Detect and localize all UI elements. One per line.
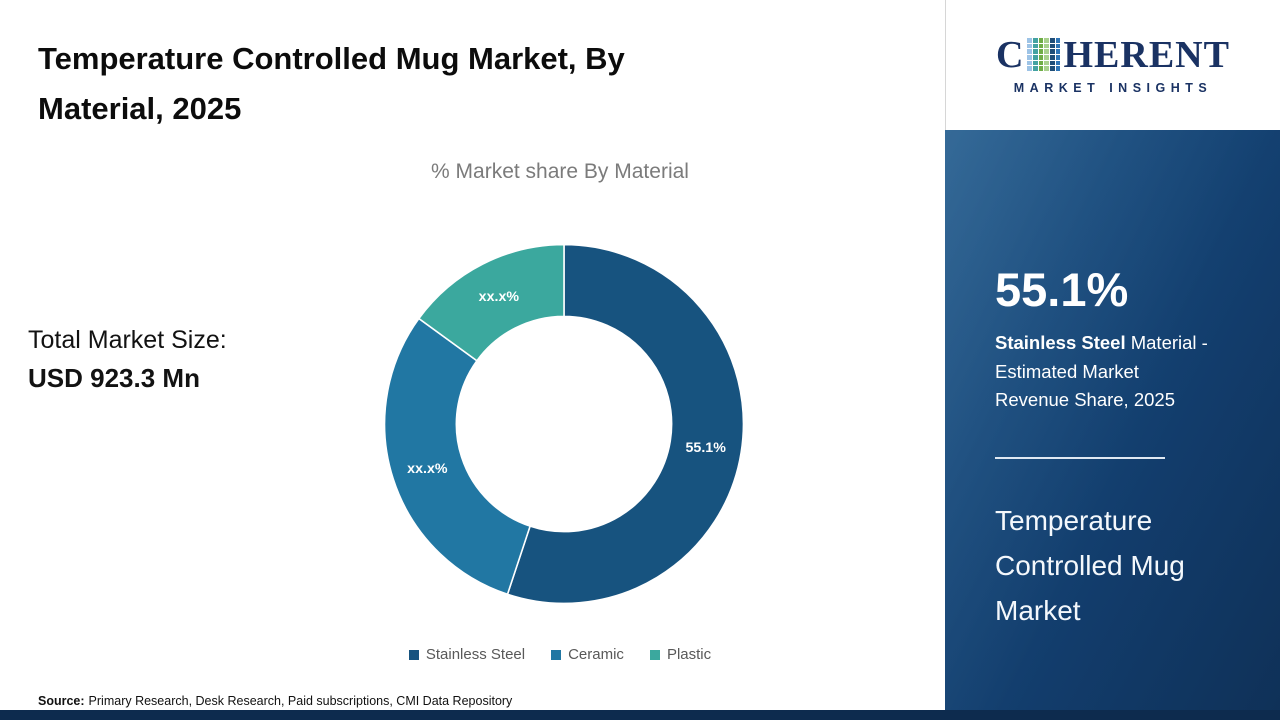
bottom-accent-bar xyxy=(0,710,1280,720)
logo-mosaic-cell xyxy=(1038,43,1044,49)
donut-segment-label: xx.x% xyxy=(479,289,520,305)
total-market-size-value: USD 923.3 Mn xyxy=(28,363,200,393)
logo-mosaic-cell xyxy=(1033,60,1038,66)
logo-mosaic-cell xyxy=(1055,54,1061,60)
legend-label: Stainless Steel xyxy=(425,646,526,663)
page-title-line: Temperature Controlled Mug Market, By xyxy=(38,41,625,76)
logo-mosaic-cell xyxy=(1038,60,1044,66)
logo-mosaic-cell xyxy=(1044,49,1050,54)
logo-mosaic-cell xyxy=(1027,38,1033,43)
source-label: Source: xyxy=(38,694,85,708)
legend-item: Stainless Steel xyxy=(408,646,526,663)
total-market-size-label: Total Market Size: xyxy=(28,326,227,354)
highlight-stat-description: Stainless Steel Material - Estimated Mar… xyxy=(995,329,1245,415)
logo-mosaic-cell xyxy=(1044,38,1050,43)
source-line: Source: Primary Research, Desk Research, … xyxy=(38,694,512,708)
logo-mosaic-cell xyxy=(1033,38,1038,43)
legend-label: Plastic xyxy=(666,646,712,663)
donut-segment-plastic xyxy=(417,243,565,362)
logo-letter-c: C xyxy=(996,33,1025,76)
logo-mosaic-cell xyxy=(1038,66,1044,71)
legend-item: Plastic xyxy=(649,646,712,663)
donut-chart: 55.1% xx.x% xx.x% xyxy=(383,243,745,605)
logo-mosaic-cell xyxy=(1055,38,1061,43)
logo-mosaic-cell xyxy=(1033,49,1038,54)
logo-wordmark: C HERENT xyxy=(996,36,1230,74)
stat-desc-line: Estimated Market xyxy=(995,360,1139,382)
donut-segment-label: 55.1% xyxy=(686,440,727,456)
logo-mosaic-cell xyxy=(1055,66,1061,71)
stat-desc-rest: Material - xyxy=(1125,332,1208,353)
logo-mosaic-cell xyxy=(1027,66,1033,71)
page-title: Temperature Controlled Mug Market, By Ma… xyxy=(38,34,818,133)
legend-label: Ceramic xyxy=(568,646,624,663)
donut-segment-ceramic xyxy=(383,317,532,596)
page-title-line: Material, 2025 xyxy=(38,90,242,126)
logo-mosaic-cell xyxy=(1033,54,1038,60)
highlight-side-panel: 55.1% Stainless Steel Material - Estimat… xyxy=(945,130,1280,710)
logo-mosaic-o-icon xyxy=(1027,38,1061,71)
logo-mosaic-cell xyxy=(1044,60,1050,66)
brand-logo: C HERENT MARKET INSIGHTS xyxy=(945,0,1280,130)
donut-segment-stainless-steel xyxy=(506,243,745,605)
stat-desc-line: Revenue Share, 2025 xyxy=(995,389,1175,411)
logo-mosaic-cell xyxy=(1050,54,1055,60)
logo-mosaic-cell xyxy=(1050,60,1055,66)
panel-divider xyxy=(995,457,1165,460)
logo-mosaic-cell xyxy=(1050,43,1055,49)
logo-mosaic-cell xyxy=(1050,66,1055,71)
logo-mosaic-cell xyxy=(1044,54,1050,60)
market-name: Temperature Controlled Mug Market xyxy=(995,499,1245,633)
highlight-stat-value: 55.1% xyxy=(995,263,1129,316)
logo-mosaic-cell xyxy=(1055,49,1061,54)
logo-mosaic-cell xyxy=(1033,66,1038,71)
legend-swatch-icon xyxy=(649,649,660,660)
legend-item: Ceramic xyxy=(551,646,624,663)
donut-chart-container: 55.1% xx.x% xx.x% xyxy=(369,229,759,619)
logo-mosaic-cell xyxy=(1044,66,1050,71)
stat-desc-bold: Stainless Steel xyxy=(995,332,1126,353)
logo-mosaic-cell xyxy=(1055,60,1061,66)
market-name-line: Temperature xyxy=(995,505,1153,537)
logo-letters-herent: HERENT xyxy=(1063,33,1230,76)
logo-mosaic-cell xyxy=(1055,43,1061,49)
chart-legend: Stainless Steel Ceramic Plastic xyxy=(260,646,860,663)
logo-mosaic-cell xyxy=(1050,38,1055,43)
logo-mosaic-cell xyxy=(1038,54,1044,60)
legend-swatch-icon xyxy=(408,649,419,660)
source-text: Primary Research, Desk Research, Paid su… xyxy=(88,694,513,708)
logo-mosaic-cell xyxy=(1044,43,1050,49)
market-name-line: Market xyxy=(995,594,1081,626)
logo-mosaic-cell xyxy=(1027,49,1033,54)
logo-mosaic-cell xyxy=(1038,49,1044,54)
legend-swatch-icon xyxy=(551,649,562,660)
stat-desc-line: Stainless Steel Material - xyxy=(995,329,1245,358)
market-name-line: Controlled Mug xyxy=(995,549,1185,581)
total-market-size-block: Total Market Size: USD 923.3 Mn xyxy=(28,326,227,394)
logo-mosaic-cell xyxy=(1027,54,1033,60)
logo-mosaic-cell xyxy=(1027,60,1033,66)
logo-mosaic-cell xyxy=(1050,49,1055,54)
logo-mosaic-cell xyxy=(1033,43,1038,49)
logo-mosaic-cell xyxy=(1038,38,1044,43)
logo-tagline: MARKET INSIGHTS xyxy=(1013,80,1213,95)
logo-mosaic-cell xyxy=(1027,43,1033,49)
donut-segment-label: xx.x% xyxy=(407,461,448,477)
chart-title: % Market share By Material xyxy=(431,160,689,183)
